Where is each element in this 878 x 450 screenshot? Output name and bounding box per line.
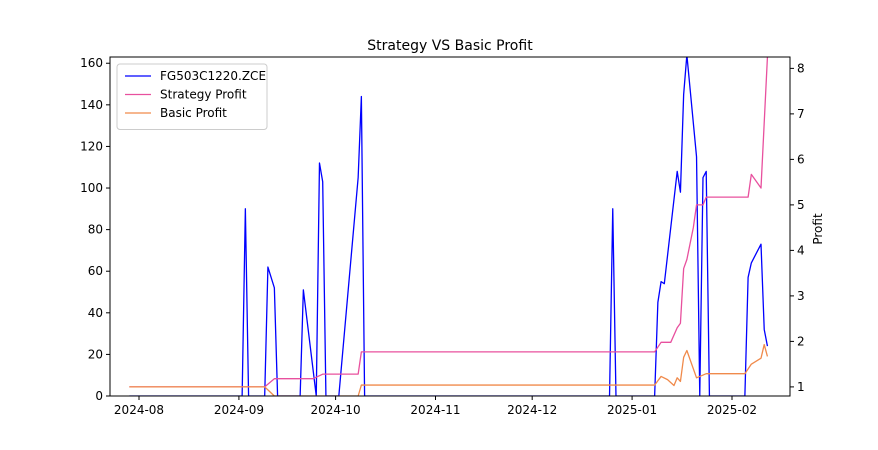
x-tick-label: 2024-11 <box>410 403 460 417</box>
y-left-tick-label: 40 <box>88 306 103 320</box>
x-tick-label: 2025-02 <box>707 403 757 417</box>
series-line-3 <box>129 343 769 396</box>
y-right-tick-label: 4 <box>797 243 805 257</box>
x-tick-label: 2024-12 <box>507 403 557 417</box>
y-left-tick-label: 160 <box>80 56 103 70</box>
y-right-tick-label: 6 <box>797 152 805 166</box>
y-left-tick-label: 120 <box>80 139 103 153</box>
legend-label: Strategy Profit <box>160 88 247 102</box>
y-left-tick-label: 80 <box>88 223 103 237</box>
y-right-tick-label: 2 <box>797 334 805 348</box>
y-left-tick-label: 100 <box>80 181 103 195</box>
plot-frame <box>109 56 791 397</box>
y-right-tick-label: 1 <box>797 380 805 394</box>
legend-box <box>116 63 268 130</box>
legend-label: Basic Profit <box>160 106 227 120</box>
x-tick-label: 2024-10 <box>311 403 361 417</box>
legend-label: FG503C1220.ZCE <box>160 69 266 83</box>
plot-area <box>129 57 769 396</box>
y-left-tick-label: 140 <box>80 98 103 112</box>
x-tick-label: 2024-08 <box>114 403 164 417</box>
y-left-tick-label: 60 <box>88 264 103 278</box>
y-left-tick-label: 0 <box>95 389 103 403</box>
y-right-tick-label: 8 <box>797 61 805 75</box>
y-left-tick-label: 20 <box>88 347 103 361</box>
axes: 2024-08 2024-09 2024-10 2024-11 2024-12 2025-… <box>80 56 805 417</box>
legend: FG503C1220.ZCE Strategy Profit Basic Profi… <box>116 63 268 130</box>
x-tick-label: 2024-09 <box>214 403 264 417</box>
series-line-1 <box>129 57 769 396</box>
series-line-2 <box>129 57 769 388</box>
y-right-tick-label: 5 <box>797 198 805 212</box>
right-axis-label: Profit <box>811 213 825 245</box>
chart-title: Strategy VS Basic Profit <box>367 38 533 54</box>
y-right-tick-label: 3 <box>797 289 805 303</box>
y-right-tick-label: 7 <box>797 107 805 121</box>
x-tick-label: 2025-01 <box>607 403 657 417</box>
